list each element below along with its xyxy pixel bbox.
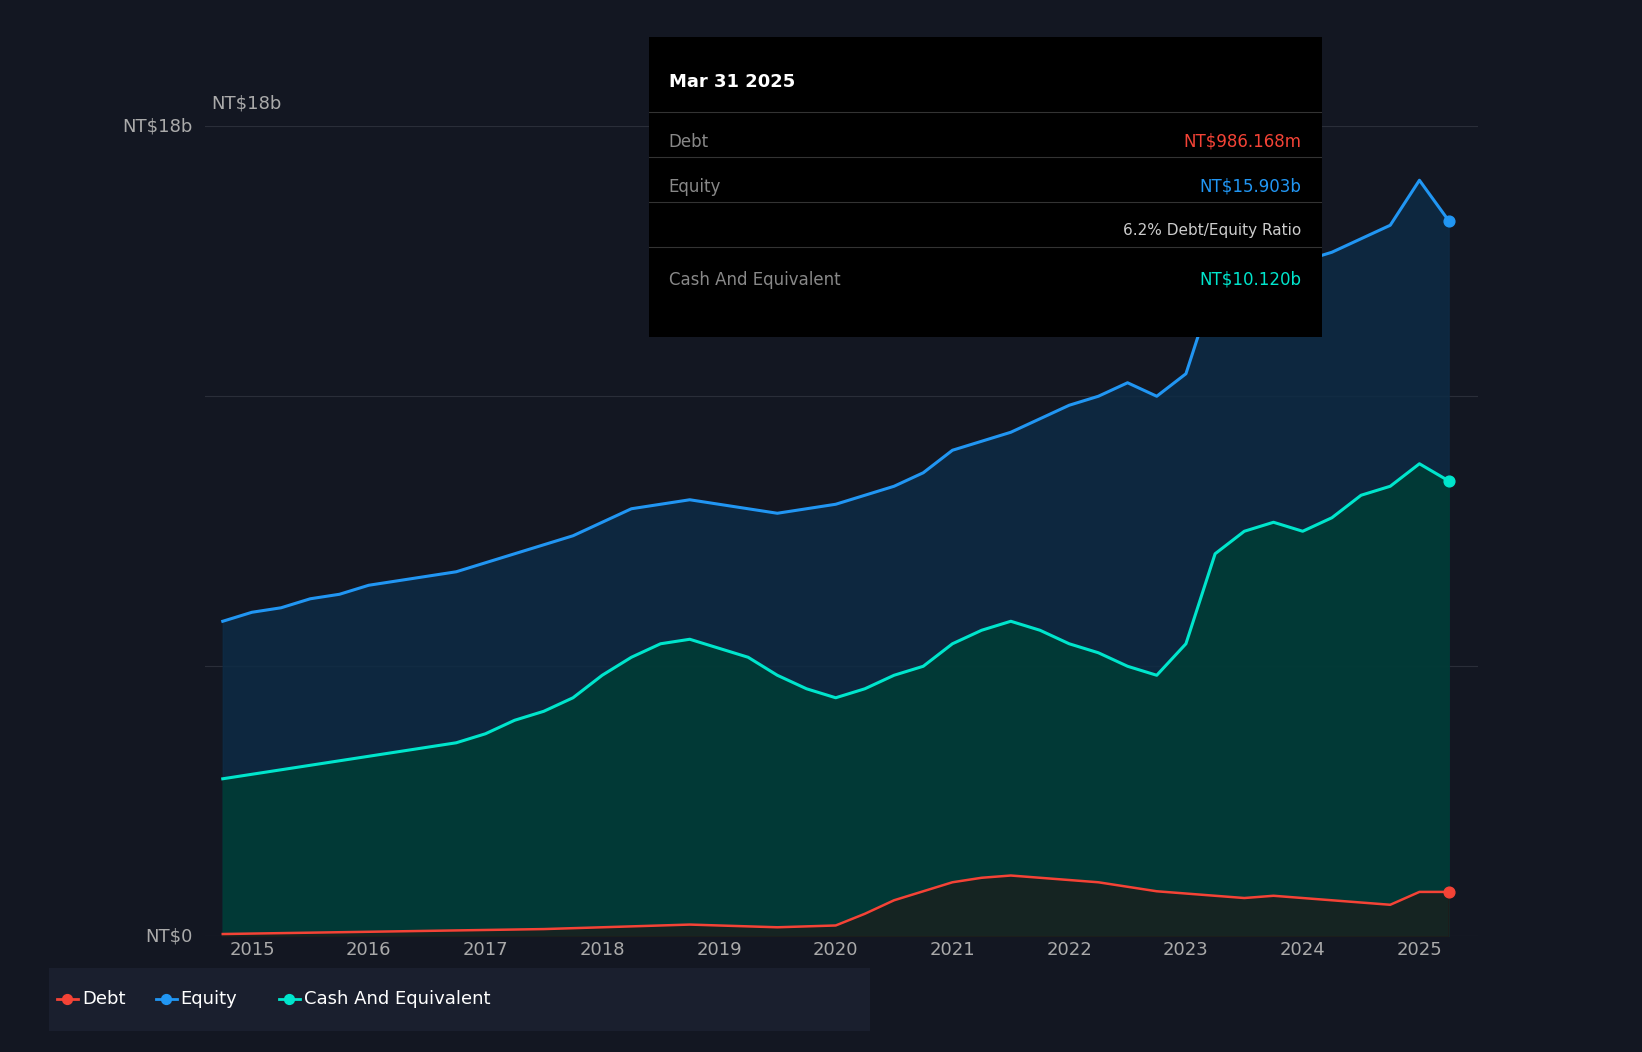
Point — [1435, 213, 1461, 229]
Point — [153, 991, 179, 1008]
Point — [1435, 884, 1461, 901]
Text: Mar 31 2025: Mar 31 2025 — [668, 73, 795, 90]
Text: Cash And Equivalent: Cash And Equivalent — [304, 990, 491, 1009]
Text: NT$986.168m: NT$986.168m — [1184, 133, 1302, 150]
Text: NT$18b: NT$18b — [122, 117, 192, 136]
Text: Debt: Debt — [82, 990, 125, 1009]
Text: NT$18b: NT$18b — [212, 95, 281, 113]
Point — [1435, 472, 1461, 489]
Text: NT$15.903b: NT$15.903b — [1200, 178, 1302, 196]
Point — [276, 991, 302, 1008]
Text: NT$10.120b: NT$10.120b — [1200, 270, 1302, 288]
Text: Equity: Equity — [181, 990, 238, 1009]
Text: NT$0: NT$0 — [144, 927, 192, 946]
Text: Equity: Equity — [668, 178, 721, 196]
Point — [54, 991, 80, 1008]
Text: Debt: Debt — [668, 133, 709, 150]
Text: Cash And Equivalent: Cash And Equivalent — [668, 270, 841, 288]
Text: 6.2% Debt/Equity Ratio: 6.2% Debt/Equity Ratio — [1123, 223, 1302, 238]
